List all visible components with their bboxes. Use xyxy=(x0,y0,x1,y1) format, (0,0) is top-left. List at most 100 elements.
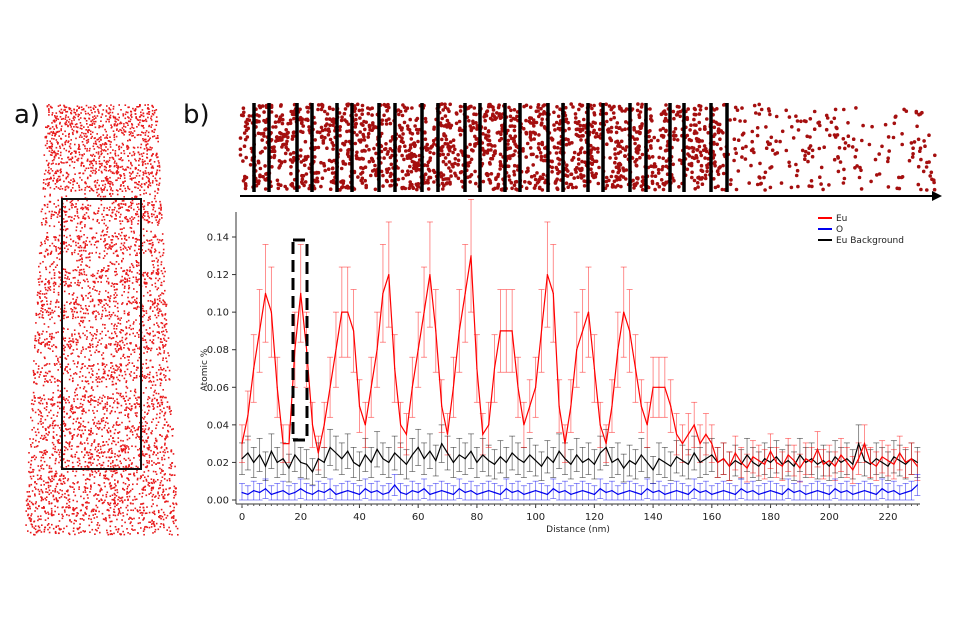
data-point xyxy=(247,414,249,417)
data-point xyxy=(470,255,472,257)
data-point xyxy=(388,461,390,464)
data-point xyxy=(535,490,537,492)
data-point xyxy=(570,463,572,465)
data-point xyxy=(705,433,707,435)
data-point xyxy=(458,454,460,456)
data-point xyxy=(599,424,601,426)
error-bar xyxy=(462,483,469,501)
data-point xyxy=(852,463,854,465)
data-point xyxy=(476,461,478,464)
data-point xyxy=(593,367,595,370)
data-point xyxy=(799,467,801,469)
data-point xyxy=(799,490,801,492)
y-tick-label: 0.06 xyxy=(207,383,229,394)
error-bar xyxy=(497,485,504,501)
data-point xyxy=(675,456,678,458)
data-point xyxy=(752,490,754,492)
x-tick-label: 180 xyxy=(761,512,780,523)
data-point xyxy=(470,450,472,452)
data-point xyxy=(746,467,748,469)
data-point xyxy=(535,386,537,388)
data-point xyxy=(640,454,642,456)
data-point xyxy=(482,433,484,435)
data-point xyxy=(623,467,625,469)
error-bar xyxy=(556,483,563,501)
data-point xyxy=(858,458,860,460)
data-point xyxy=(863,459,866,462)
data-point xyxy=(658,386,660,388)
data-point xyxy=(693,424,695,426)
data-point xyxy=(675,433,678,435)
error-bar xyxy=(697,483,704,501)
data-point xyxy=(399,458,402,460)
data-point xyxy=(511,452,513,454)
data-point xyxy=(693,488,695,490)
highlight-region-box xyxy=(291,238,309,442)
data-point xyxy=(658,490,660,492)
data-point xyxy=(734,459,736,462)
x-axis-title: Distance (nm) xyxy=(546,525,610,535)
data-point xyxy=(364,454,366,456)
data-point xyxy=(276,491,278,494)
data-point xyxy=(429,450,431,452)
error-bar xyxy=(426,485,433,501)
data-point xyxy=(558,450,560,452)
data-point xyxy=(769,461,772,464)
data-point xyxy=(699,461,701,464)
data-point xyxy=(652,386,654,388)
y-tick-label: 0.08 xyxy=(207,345,229,356)
data-point xyxy=(746,491,748,494)
data-point xyxy=(893,456,895,458)
error-bar xyxy=(415,483,422,501)
data-point xyxy=(394,452,396,454)
data-point xyxy=(740,461,742,464)
data-point xyxy=(259,330,261,332)
error-bar xyxy=(303,483,310,501)
data-point xyxy=(499,493,501,495)
layer-markers xyxy=(252,103,729,192)
data-point xyxy=(505,461,507,464)
data-point xyxy=(758,493,760,495)
data-point xyxy=(899,452,901,454)
atom-map-panel-a xyxy=(25,104,179,536)
data-point xyxy=(253,461,255,464)
y-tick-label: 0.14 xyxy=(207,233,229,244)
error-bar xyxy=(808,483,815,501)
series-line-o xyxy=(241,484,918,496)
data-point xyxy=(458,488,460,490)
data-point xyxy=(840,461,842,464)
data-point xyxy=(376,448,378,450)
data-point xyxy=(893,463,895,465)
data-point xyxy=(347,450,349,452)
data-point xyxy=(869,461,871,464)
error-bar xyxy=(820,483,827,501)
error-bar xyxy=(444,483,451,501)
error-bar xyxy=(338,483,345,501)
error-bar xyxy=(885,483,891,501)
data-point xyxy=(858,491,860,494)
data-point xyxy=(811,461,813,464)
data-point xyxy=(382,458,384,460)
data-point xyxy=(582,330,584,332)
data-point xyxy=(728,491,731,494)
y-tick-label: 0.12 xyxy=(207,270,229,281)
legend-item: Eu Background xyxy=(818,236,904,246)
data-point xyxy=(288,493,290,495)
legend-item: Eu xyxy=(818,214,847,224)
error-bar xyxy=(779,485,786,501)
data-point xyxy=(529,454,531,456)
data-point xyxy=(670,405,672,407)
data-point xyxy=(764,463,766,465)
error-bar xyxy=(802,485,809,501)
y-tick-label: 0.10 xyxy=(207,308,229,319)
data-point xyxy=(493,463,496,465)
data-point xyxy=(899,459,901,462)
x-tick-label: 160 xyxy=(702,512,721,523)
error-bar xyxy=(732,485,739,501)
data-point xyxy=(875,465,877,467)
y-axis-title: Atomic % xyxy=(200,348,210,391)
data-point xyxy=(846,490,848,492)
data-point xyxy=(658,458,660,460)
data-point xyxy=(916,484,918,486)
error-bar xyxy=(591,485,598,501)
